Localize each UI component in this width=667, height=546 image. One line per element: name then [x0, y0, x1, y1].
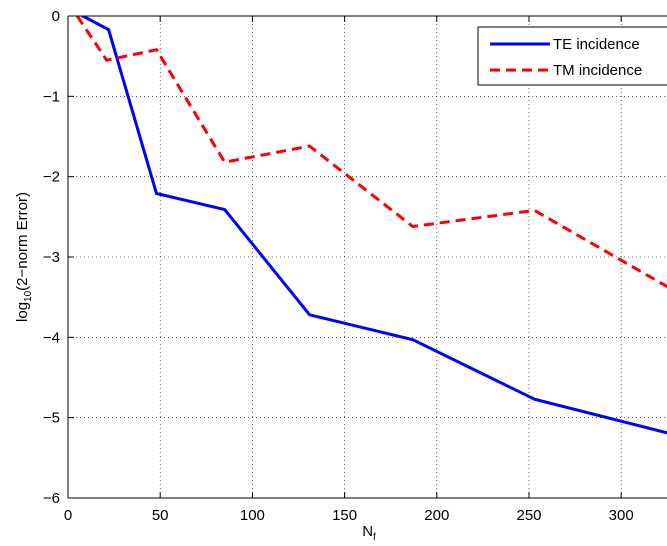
ticks	[67, 15, 622, 499]
y-tick-label: 0	[52, 8, 60, 25]
y-axis-label-prefix: log	[14, 302, 31, 322]
y-tick-label: −3	[43, 249, 60, 266]
legend-label-te: TE incidence	[553, 36, 640, 53]
y-tick-label: −6	[43, 490, 60, 507]
plot-area	[68, 16, 667, 498]
legend-label-tm: TM incidence	[553, 62, 642, 79]
x-tick-label: 100	[240, 507, 265, 524]
tick-labels: 0 50 100 150 200 250 300 −6 −5 −4 −3 −2 −1 0	[43, 8, 634, 524]
series-line-tm	[75, 16, 667, 289]
x-axis-label-sub: f	[373, 532, 376, 543]
y-tick-label: −4	[43, 329, 60, 346]
x-tick-label: 150	[332, 507, 357, 524]
x-tick-label: 250	[516, 507, 541, 524]
x-tick-label: 50	[152, 507, 169, 524]
y-tick-label: −1	[43, 88, 60, 105]
y-axis-label: log10(2−norm Error)	[14, 192, 34, 322]
legend-box	[477, 26, 667, 86]
y-axis-label-sub: 10	[23, 290, 34, 302]
y-axis-label-suffix: (2−norm Error)	[14, 192, 31, 291]
x-tick-label: 300	[609, 507, 634, 524]
x-tick-label: 200	[424, 507, 449, 524]
x-axis-label-main: N	[362, 523, 373, 540]
y-tick-label: −5	[43, 410, 60, 427]
x-tick-label: 0	[64, 507, 72, 524]
grid	[68, 16, 667, 498]
series-layer	[75, 16, 667, 435]
series-line-te	[81, 16, 667, 435]
y-tick-label: −2	[43, 169, 60, 186]
legend: TE incidence TM incidence	[477, 26, 667, 86]
x-axis-label: Nf	[362, 523, 376, 543]
